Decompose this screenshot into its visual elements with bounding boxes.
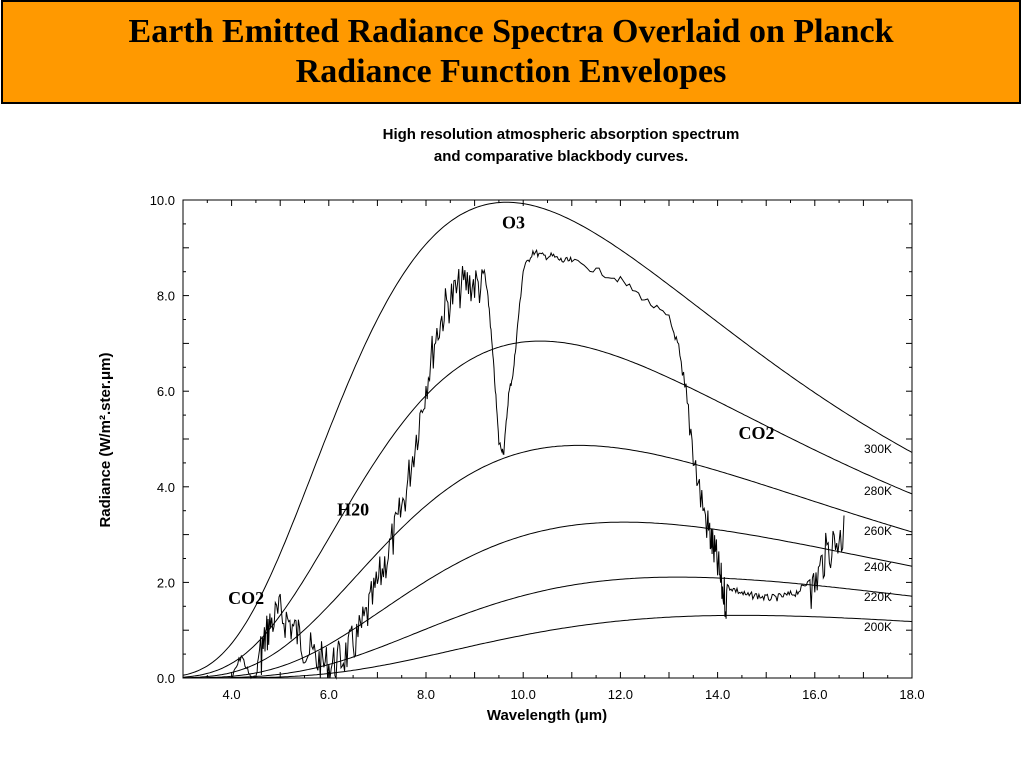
blackbody-curve-220 — [183, 576, 913, 679]
y-tick-label: 0.0 — [157, 671, 175, 686]
y-tick-label: 6.0 — [157, 384, 175, 399]
x-tick-labels: 4.0 6.0 8.0 10.0 12.0 14.0 16.0 18.0 — [223, 687, 925, 702]
y-tick-labels: 0.0 2.0 4.0 6.0 8.0 10.0 — [150, 193, 175, 686]
x-tick-label: 8.0 — [417, 687, 435, 702]
annotation-co2: CO2 — [738, 423, 774, 443]
blackbody-curve-200 — [183, 614, 913, 679]
slide-title-banner: Earth Emitted Radiance Spectra Overlaid … — [1, 0, 1021, 104]
x-tick-label: 16.0 — [802, 687, 827, 702]
slide-title-line2: Radiance Function Envelopes — [295, 53, 727, 90]
blackbody-curve-260 — [182, 444, 913, 679]
annotation-o3: O3 — [502, 213, 525, 233]
x-tick-label: 4.0 — [223, 687, 241, 702]
annotation-h20: H20 — [337, 499, 369, 519]
blackbody-curve-300 — [182, 201, 913, 676]
y-tick-label: 8.0 — [157, 289, 175, 304]
blackbody-labels: 300K 280K 260K 240K 220K 200K — [864, 442, 892, 634]
curve-label-220: 220K — [864, 590, 892, 604]
y-tick-label: 4.0 — [157, 480, 175, 495]
annotations: O3 CO2 H20 CO2 — [228, 213, 774, 608]
slide-title-line1: Earth Emitted Radiance Spectra Overlaid … — [128, 13, 894, 50]
blackbody-curves — [182, 201, 913, 679]
x-axis-label: Wavelength (μm) — [487, 707, 607, 724]
x-tick-label: 12.0 — [608, 687, 633, 702]
curve-label-280: 280K — [864, 484, 892, 498]
spectrum-line — [231, 248, 845, 680]
curve-label-300: 300K — [864, 442, 892, 456]
axis-ticks — [182, 199, 913, 679]
x-tick-label: 18.0 — [899, 687, 924, 702]
blackbody-curve-280 — [182, 340, 913, 678]
x-tick-label: 6.0 — [320, 687, 338, 702]
y-axis-label: Radiance (W/m².ster.μm) — [97, 352, 114, 527]
curve-label-240: 240K — [864, 560, 892, 574]
x-tick-label: 10.0 — [511, 687, 536, 702]
y-tick-label: 10.0 — [150, 193, 175, 208]
chart-title-line2: and comparative blackbody curves. — [434, 148, 688, 165]
chart-title-line1: High resolution atmospheric absorption s… — [383, 126, 740, 143]
annotation-co2: CO2 — [228, 588, 264, 608]
curve-label-260: 260K — [864, 524, 892, 538]
blackbody-curve-240 — [182, 521, 913, 679]
plot-frame — [182, 199, 913, 679]
y-tick-label: 2.0 — [157, 575, 175, 590]
x-tick-label: 14.0 — [705, 687, 730, 702]
curve-label-200: 200K — [864, 620, 892, 634]
